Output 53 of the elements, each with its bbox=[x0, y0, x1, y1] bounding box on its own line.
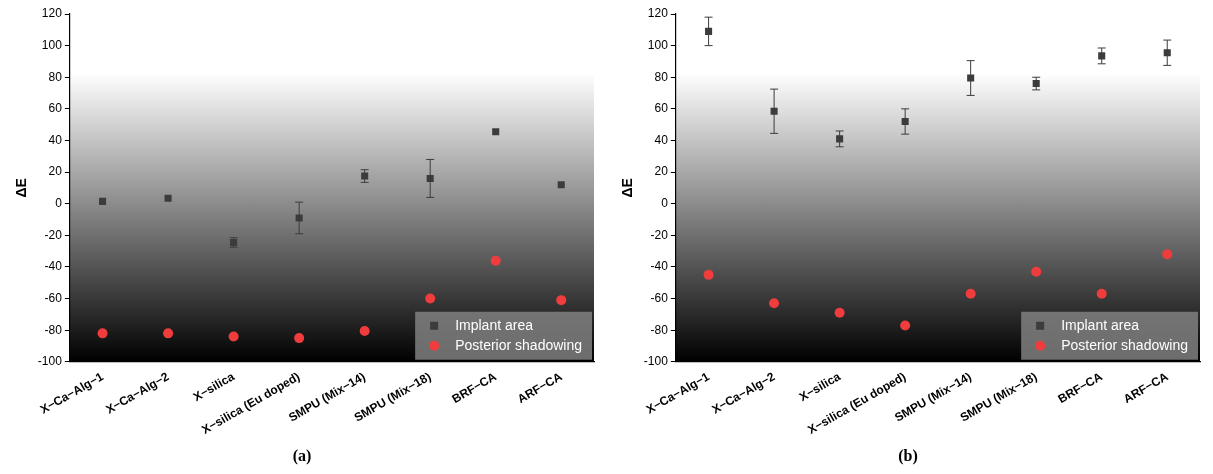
point bbox=[1096, 288, 1107, 299]
point bbox=[769, 298, 780, 309]
point bbox=[834, 307, 845, 318]
y-tick-label: 60 bbox=[654, 101, 669, 116]
y-axis-title: ΔE bbox=[619, 178, 636, 198]
legend-label: Implant area bbox=[1061, 316, 1140, 333]
point bbox=[556, 295, 567, 306]
legend-label: Posterior shadowing bbox=[455, 336, 583, 353]
point bbox=[99, 197, 107, 205]
y-tick-label: 40 bbox=[48, 132, 63, 147]
y-tick-label: 20 bbox=[48, 164, 63, 179]
y-tick-label: 120 bbox=[41, 6, 63, 21]
y-tick-label: -80 bbox=[44, 322, 63, 337]
y-tick-label: -60 bbox=[650, 290, 669, 305]
y-tick-label: 80 bbox=[654, 69, 669, 84]
y-tick-label: -40 bbox=[44, 259, 63, 274]
y-tick-label: -20 bbox=[650, 227, 669, 242]
y-tick-label: 20 bbox=[654, 164, 669, 179]
point bbox=[359, 325, 370, 336]
point bbox=[492, 128, 500, 136]
legend-label: Posterior shadowing bbox=[1061, 336, 1189, 353]
point bbox=[228, 331, 239, 342]
y-tick-label: 100 bbox=[647, 37, 669, 52]
y-tick-label: 0 bbox=[661, 196, 669, 211]
y-tick-label: 100 bbox=[41, 37, 63, 52]
point bbox=[425, 293, 436, 304]
y-axis-title: ΔE bbox=[13, 178, 30, 198]
y-tick-label: 80 bbox=[48, 69, 63, 84]
point bbox=[294, 333, 305, 344]
text: (a) bbox=[292, 446, 312, 465]
y-tick-label: -100 bbox=[37, 354, 63, 369]
text: (b) bbox=[898, 446, 918, 465]
point bbox=[557, 181, 565, 189]
y-tick-label: 60 bbox=[48, 101, 63, 116]
y-tick-label: -80 bbox=[650, 322, 669, 337]
legend-label: Implant area bbox=[455, 316, 534, 333]
point bbox=[1031, 266, 1042, 277]
point bbox=[490, 255, 501, 266]
point bbox=[164, 194, 172, 202]
point bbox=[900, 320, 911, 331]
y-tick-label: -40 bbox=[650, 259, 669, 274]
y-tick-label: -20 bbox=[44, 227, 63, 242]
point bbox=[1162, 249, 1173, 260]
y-tick-label: 40 bbox=[654, 132, 669, 147]
y-tick-label: 0 bbox=[55, 196, 63, 211]
point bbox=[967, 74, 975, 82]
point bbox=[163, 328, 174, 339]
y-tick-label: -100 bbox=[643, 354, 669, 369]
point bbox=[703, 269, 714, 280]
point bbox=[965, 288, 976, 299]
y-tick-label: 120 bbox=[647, 6, 669, 21]
point bbox=[97, 328, 108, 339]
y-tick-label: -60 bbox=[44, 290, 63, 305]
